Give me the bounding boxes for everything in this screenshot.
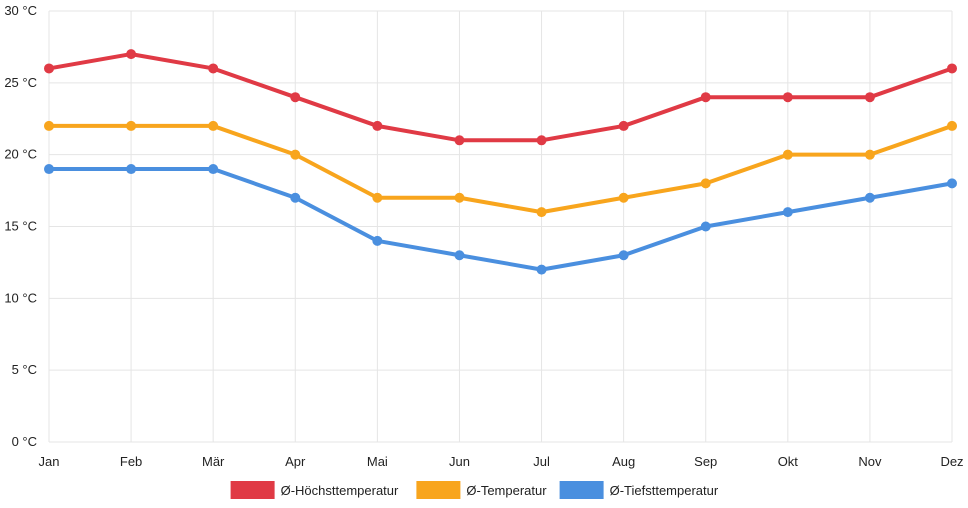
data-point[interactable]	[372, 192, 383, 203]
series-lines	[44, 49, 957, 275]
data-point[interactable]	[126, 49, 137, 60]
data-point[interactable]	[454, 250, 465, 261]
data-point[interactable]	[208, 164, 219, 175]
x-tick-label: Mär	[202, 454, 225, 469]
data-point[interactable]	[782, 149, 793, 160]
data-point[interactable]	[864, 149, 875, 160]
series-line	[47, 52, 954, 143]
x-tick-label: Aug	[612, 454, 635, 469]
y-axis-tick-labels: 0 °C 5 °C 10 °C 15 °C 20 °C 25 °C 30 °C	[4, 3, 37, 449]
y-tick-label: 0 °C	[12, 434, 37, 449]
data-point[interactable]	[290, 92, 301, 103]
data-point[interactable]	[44, 63, 54, 74]
y-tick-label: 5 °C	[12, 362, 37, 377]
legend[interactable]: Ø-Höchsttemperatur Ø-Temperatur Ø-Tiefstte…	[230, 481, 719, 499]
x-tick-label: Dez	[940, 454, 963, 469]
y-tick-label: 20 °C	[4, 147, 37, 162]
data-point[interactable]	[372, 120, 383, 131]
legend-swatch	[230, 481, 275, 499]
data-point[interactable]	[947, 178, 957, 189]
x-tick-label: Mai	[367, 454, 388, 469]
y-tick-label: 10 °C	[4, 290, 37, 305]
data-point[interactable]	[536, 264, 547, 275]
data-point[interactable]	[536, 135, 547, 146]
data-point[interactable]	[782, 207, 793, 218]
x-tick-label: Jan	[39, 454, 60, 469]
legend-label: Ø-Temperatur	[466, 483, 547, 498]
data-point[interactable]	[290, 192, 301, 203]
x-tick-label: Jun	[449, 454, 470, 469]
legend-label: Ø-Tiefsttemperatur	[610, 483, 719, 498]
data-point[interactable]	[700, 178, 711, 189]
data-point[interactable]	[864, 92, 875, 103]
x-tick-label: Feb	[120, 454, 142, 469]
data-point[interactable]	[208, 120, 219, 131]
series-line	[47, 167, 954, 272]
legend-item[interactable]: Ø-Höchsttemperatur	[230, 481, 399, 499]
x-tick-label: Nov	[858, 454, 882, 469]
data-point[interactable]	[782, 92, 793, 103]
data-point[interactable]	[44, 164, 54, 175]
data-point[interactable]	[947, 120, 957, 131]
data-point[interactable]	[208, 63, 219, 74]
data-point[interactable]	[126, 120, 137, 131]
data-point[interactable]	[290, 149, 301, 160]
series-group	[44, 164, 957, 275]
series-line	[47, 123, 954, 215]
data-point[interactable]	[618, 192, 629, 203]
y-tick-label: 30 °C	[4, 3, 37, 18]
legend-item[interactable]: Ø-Temperatur	[416, 481, 547, 499]
x-tick-label: Jul	[533, 454, 550, 469]
data-point[interactable]	[126, 164, 137, 175]
data-point[interactable]	[700, 221, 711, 232]
x-tick-label: Okt	[778, 454, 799, 469]
data-point[interactable]	[536, 207, 547, 218]
legend-label: Ø-Höchsttemperatur	[281, 483, 399, 498]
data-point[interactable]	[618, 250, 629, 261]
data-point[interactable]	[44, 120, 54, 131]
data-point[interactable]	[947, 63, 957, 74]
series-group	[44, 120, 957, 218]
y-tick-label: 25 °C	[4, 75, 37, 90]
x-axis-tick-labels: Jan Feb Mär Apr Mai Jun Jul Aug Sep Okt Nov Dez	[39, 454, 964, 469]
data-point[interactable]	[454, 192, 465, 203]
x-tick-label: Apr	[285, 454, 306, 469]
legend-swatch	[559, 481, 604, 499]
data-point[interactable]	[700, 92, 711, 103]
y-tick-label: 15 °C	[4, 219, 37, 234]
legend-swatch	[416, 481, 461, 499]
data-point[interactable]	[372, 235, 383, 246]
grid	[48, 10, 953, 443]
x-tick-label: Sep	[694, 454, 717, 469]
series-group	[44, 49, 957, 146]
data-point[interactable]	[864, 192, 875, 203]
data-point[interactable]	[454, 135, 465, 146]
legend-item[interactable]: Ø-Tiefsttemperatur	[559, 481, 719, 499]
data-point[interactable]	[618, 120, 629, 131]
